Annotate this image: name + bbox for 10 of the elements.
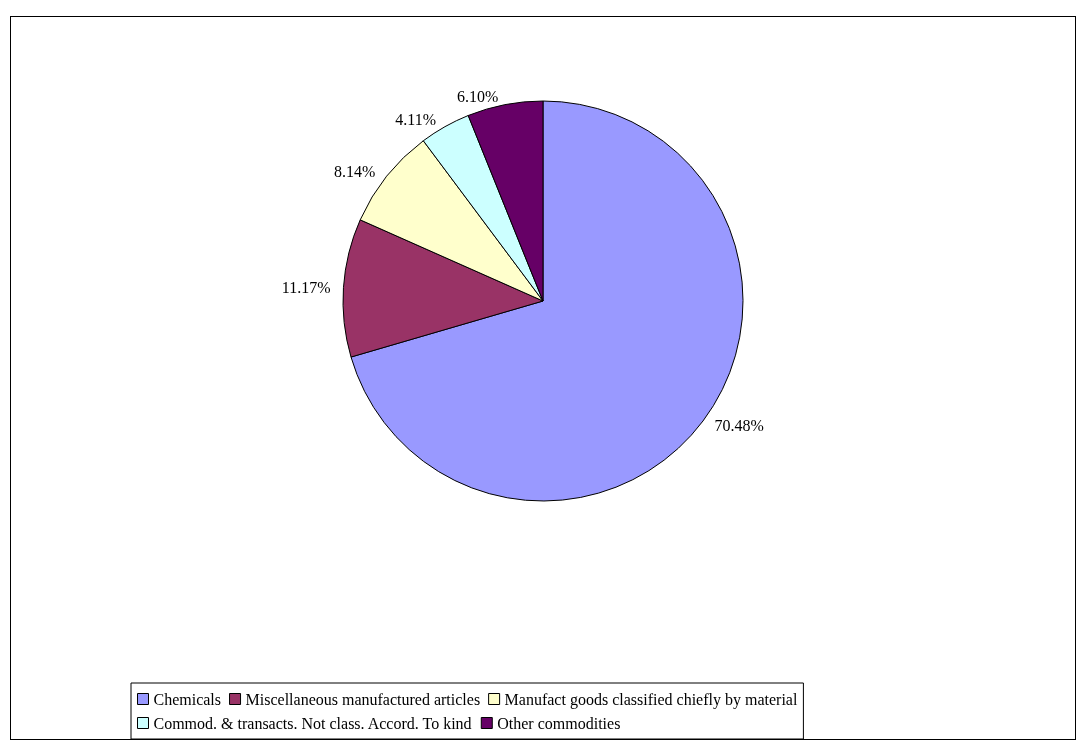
data-label: 4.11%	[395, 111, 437, 129]
legend-label: Chemicals	[153, 690, 222, 708]
data-label: 70.48%	[714, 417, 764, 435]
legend-label: Other commodities	[497, 714, 621, 732]
legend-label: Miscellaneous manufactured articles	[245, 690, 481, 708]
data-label: 11.17%	[281, 278, 331, 296]
legend-label: Commod. & transacts. Not class. Accord. To kind	[153, 714, 472, 732]
data-label: 6.10%	[457, 88, 499, 106]
data-label: 8.14%	[334, 162, 376, 180]
legend-label: Manufact goods classified chiefly by material	[504, 690, 798, 709]
